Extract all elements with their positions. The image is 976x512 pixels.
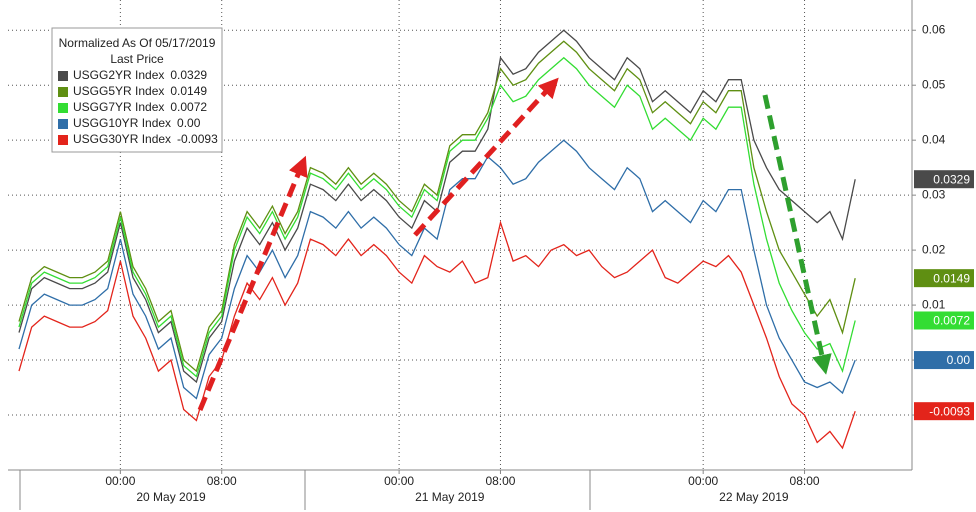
trend-arrow bbox=[762, 94, 832, 375]
legend-subtitle: Last Price bbox=[110, 52, 164, 66]
x-tick-label: 08:00 bbox=[207, 474, 237, 488]
last-value-label: 0.0329 bbox=[933, 172, 970, 186]
y-tick-label: 0.02 bbox=[922, 242, 946, 256]
legend-label: USGG7YR Index bbox=[73, 100, 164, 114]
last-value-box bbox=[914, 170, 974, 189]
x-tick-label: 00:00 bbox=[105, 474, 135, 488]
legend-swatch bbox=[58, 87, 68, 97]
legend-label: USGG2YR Index bbox=[73, 68, 164, 82]
x-date-label: 20 May 2019 bbox=[136, 490, 206, 504]
legend-value: -0.0093 bbox=[177, 132, 218, 146]
series-line bbox=[18, 56, 856, 378]
series-line bbox=[18, 139, 856, 400]
grid bbox=[8, 0, 912, 470]
last-value-label: 0.00 bbox=[947, 353, 971, 367]
legend-value: 0.0329 bbox=[170, 68, 207, 82]
x-tick-label: 00:00 bbox=[384, 474, 414, 488]
legend-swatch bbox=[58, 135, 68, 145]
x-tick-label: 00:00 bbox=[688, 474, 718, 488]
legend-swatch bbox=[58, 71, 68, 81]
last-value-label: 0.0072 bbox=[933, 314, 970, 328]
series-line bbox=[18, 220, 856, 450]
last-value-box bbox=[914, 351, 974, 370]
legend-title: Normalized As Of 05/17/2019 bbox=[59, 36, 216, 50]
last-value-box bbox=[914, 311, 974, 330]
axes: -0.010.000.010.020.030.040.050.0600:0008… bbox=[105, 22, 974, 504]
legend: Normalized As Of 05/17/2019 Last Price U… bbox=[51, 27, 223, 153]
legend-value: 0.0072 bbox=[170, 100, 207, 114]
last-value-label: -0.0093 bbox=[929, 404, 970, 418]
last-value-box bbox=[914, 269, 974, 288]
legend-label: USGG30YR Index bbox=[73, 132, 171, 146]
trend-arrow bbox=[197, 155, 308, 411]
last-value-box bbox=[914, 402, 974, 421]
legend-label: USGG10YR Index bbox=[73, 116, 171, 130]
y-tick-label: 0.06 bbox=[922, 22, 946, 36]
x-tick-label: 08:00 bbox=[790, 474, 820, 488]
legend-value: 0.00 bbox=[177, 116, 201, 130]
y-tick-label: 0.04 bbox=[922, 132, 946, 146]
legend-swatch bbox=[58, 103, 68, 113]
y-tick-label: 0.03 bbox=[922, 187, 946, 201]
y-tick-label: 0.01 bbox=[922, 297, 946, 311]
last-value-label: 0.0149 bbox=[933, 271, 970, 285]
trend-arrow bbox=[413, 77, 559, 237]
series-line bbox=[18, 40, 856, 373]
legend-label: USGG5YR Index bbox=[73, 84, 164, 98]
x-tick-label: 08:00 bbox=[485, 474, 515, 488]
legend-box bbox=[51, 27, 223, 153]
legend-value: 0.0149 bbox=[170, 84, 207, 98]
y-tick-label: 0.05 bbox=[922, 77, 946, 91]
legend-swatch bbox=[58, 119, 68, 129]
x-date-label: 21 May 2019 bbox=[415, 490, 485, 504]
x-date-label: 22 May 2019 bbox=[719, 490, 789, 504]
